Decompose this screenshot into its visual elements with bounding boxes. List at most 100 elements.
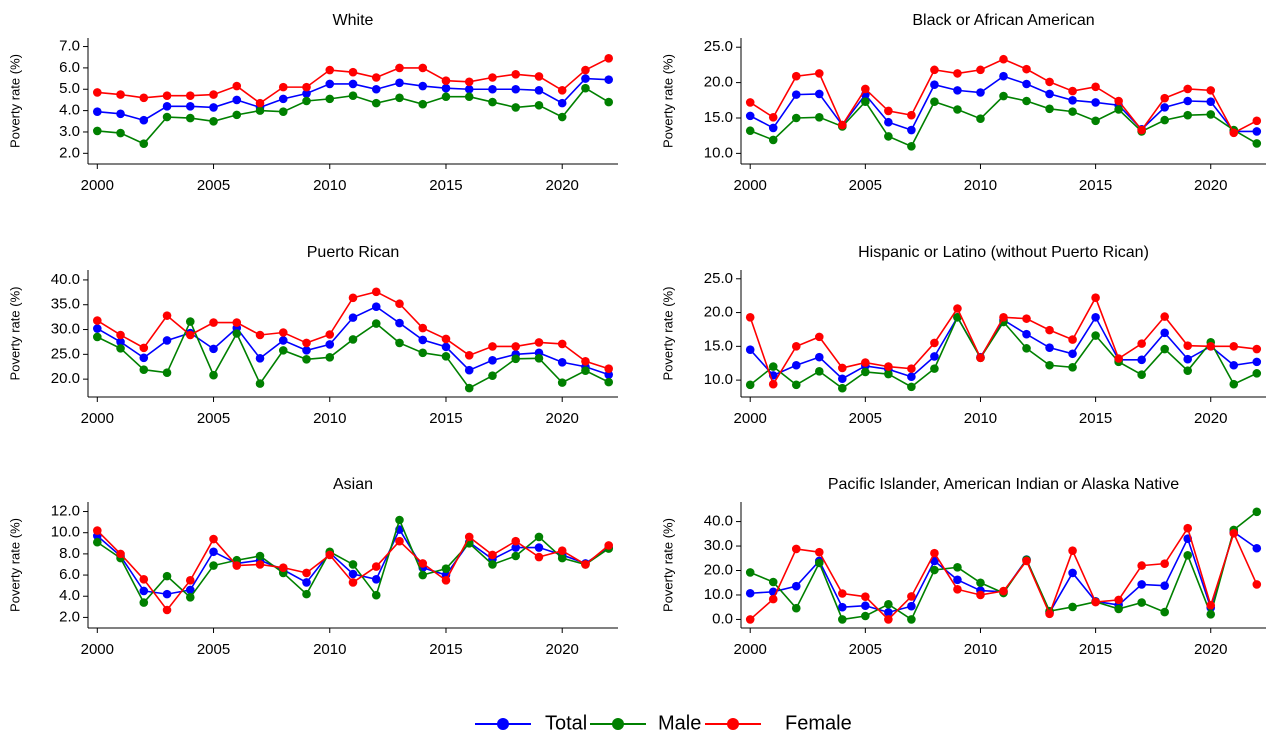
y-tick-label: 10.0: [704, 371, 733, 388]
data-point: [1091, 98, 1100, 107]
data-point: [1183, 84, 1193, 94]
data-point: [1206, 600, 1216, 610]
data-point: [395, 63, 404, 73]
data-point: [441, 334, 451, 344]
data-point: [162, 605, 172, 615]
data-point: [745, 312, 755, 322]
x-tick-label: 2000: [734, 177, 767, 194]
data-point: [953, 575, 962, 585]
data-point: [511, 536, 521, 546]
data-point: [1068, 349, 1077, 359]
x-tick-label: 2020: [1194, 410, 1227, 427]
data-point: [464, 365, 474, 375]
data-point: [976, 88, 985, 97]
data-point: [92, 107, 102, 116]
data-point: [534, 72, 544, 81]
data-point: [1045, 609, 1054, 619]
data-point: [1160, 103, 1169, 112]
x-tick-label: 2020: [546, 410, 579, 427]
y-axis-label: Poverty rate (%): [7, 518, 22, 612]
data-point: [1252, 369, 1262, 378]
data-point: [511, 342, 521, 351]
data-point: [162, 589, 172, 599]
data-point: [464, 84, 474, 94]
data-point: [1160, 93, 1169, 103]
data-point: [1160, 607, 1169, 617]
data-point: [488, 371, 497, 380]
data-point: [1022, 329, 1031, 339]
y-axis-label: Poverty rate (%): [660, 287, 675, 381]
data-point: [162, 336, 172, 345]
y-tick-label: 20.0: [704, 74, 733, 91]
x-tick-label: 2020: [546, 641, 579, 658]
data-point: [861, 358, 870, 367]
y-tick-label: 10.0: [704, 144, 733, 161]
data-point: [768, 577, 778, 587]
data-point: [1137, 339, 1146, 348]
data-point: [395, 338, 404, 348]
data-point: [930, 65, 939, 75]
data-point: [1229, 360, 1239, 370]
data-point: [325, 550, 335, 560]
x-tick-label: 2020: [1194, 641, 1227, 658]
data-point: [511, 551, 521, 561]
data-point: [999, 91, 1008, 101]
y-tick-label: 25.0: [51, 345, 80, 362]
data-point: [1160, 312, 1169, 321]
data-point: [232, 81, 242, 91]
data-point: [348, 313, 358, 322]
data-point: [534, 100, 544, 110]
data-point: [1091, 82, 1100, 92]
data-point: [930, 364, 939, 373]
y-tick-label: 2.0: [59, 608, 80, 625]
legend-label: Total: [545, 712, 587, 734]
legend-marker: [497, 718, 509, 730]
x-tick-label: 2005: [849, 641, 882, 658]
data-point: [325, 353, 335, 362]
data-point: [907, 382, 916, 392]
data-point: [557, 98, 567, 108]
data-point: [232, 95, 242, 105]
data-point: [884, 106, 893, 116]
series-line: [749, 315, 1257, 380]
y-tick-label: 10.0: [704, 586, 733, 603]
data-point: [745, 615, 755, 624]
data-point: [255, 98, 265, 108]
x-tick-label: 2000: [734, 641, 767, 658]
series-line: [749, 295, 1257, 387]
data-point: [1229, 128, 1239, 138]
data-point: [185, 576, 195, 585]
data-point: [814, 112, 824, 122]
data-point: [861, 601, 870, 611]
data-point: [604, 370, 614, 379]
data-point: [278, 94, 288, 104]
y-tick-label: 20.0: [704, 561, 733, 578]
data-point: [441, 83, 451, 93]
data-point: [92, 526, 102, 535]
data-point: [604, 364, 614, 374]
data-point: [162, 91, 172, 100]
data-point: [348, 578, 358, 587]
data-point: [255, 551, 265, 561]
data-point: [838, 383, 847, 393]
data-point: [999, 71, 1008, 81]
x-tick-label: 2010: [964, 177, 997, 194]
data-point: [557, 553, 567, 563]
x-tick-label: 2010: [313, 641, 346, 658]
data-point: [92, 324, 102, 333]
data-point: [139, 598, 149, 607]
data-point: [116, 344, 125, 353]
data-point: [1160, 328, 1169, 338]
y-tick-label: 15.0: [704, 109, 733, 126]
data-point: [581, 366, 590, 376]
data-point: [1137, 598, 1146, 607]
x-tick-label: 2010: [964, 410, 997, 427]
data-point: [232, 110, 242, 120]
data-point: [92, 332, 102, 342]
y-tick-label: 5.0: [59, 80, 80, 97]
data-point: [441, 342, 451, 352]
data-point: [511, 84, 521, 94]
data-point: [418, 323, 428, 333]
y-tick-label: 40.0: [704, 513, 733, 530]
data-point: [534, 354, 544, 363]
